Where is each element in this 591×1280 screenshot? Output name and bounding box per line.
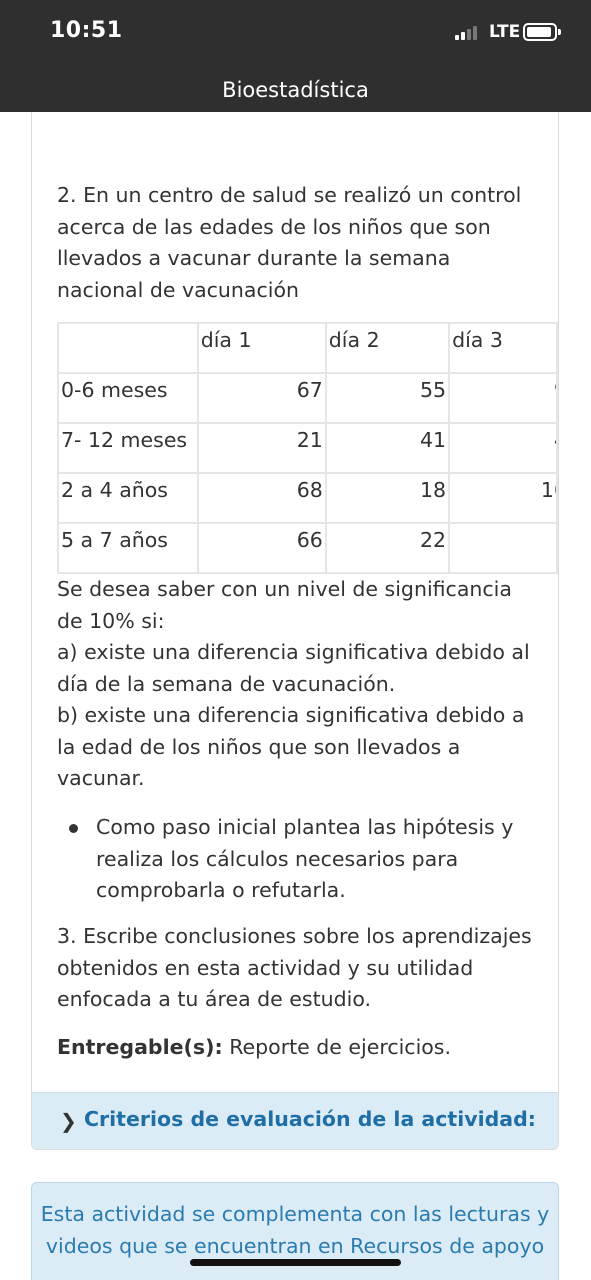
cellular-signal-icon: [455, 24, 483, 40]
table-cell: 55: [324, 372, 451, 424]
vaccination-table: día 1 día 2 día 3 0-6 meses 67 55 9 7- 1…: [57, 322, 558, 574]
part-b-text: b) existe una diferencia significativa d…: [57, 703, 525, 790]
chevron-right-icon: ❯: [60, 1109, 77, 1133]
criteria-label: Criterios de evaluación de la actividad:: [84, 1107, 537, 1131]
table-header-row: día 1 día 2 día 3: [57, 322, 558, 374]
table-cell: 68: [196, 472, 327, 524]
table-header-cell: día 1: [196, 322, 327, 374]
question-2-text: 2. En un centro de salud se realizó un c…: [57, 183, 522, 302]
battery-icon: [523, 23, 561, 41]
table-cell: 2 a 4 años: [57, 472, 199, 524]
status-time: 10:51: [50, 18, 123, 43]
table-cell-value: 9: [554, 378, 555, 402]
table-cell: 4: [448, 422, 558, 474]
status-bar: 10:51 LTE: [0, 0, 591, 64]
table-cell: [448, 522, 558, 574]
table-cell: 22: [324, 522, 451, 574]
bullet-text: Como paso inicial plantea las hipótesis …: [96, 815, 514, 902]
table-row: 5 a 7 años 66 22: [57, 522, 558, 574]
table-cell: 0-6 meses: [57, 372, 199, 424]
table-header-cell: [57, 322, 199, 374]
home-indicator[interactable]: [190, 1259, 401, 1266]
table-cell: 7- 12 meses: [57, 422, 199, 474]
network-type: LTE: [489, 22, 521, 42]
part-a-text: a) existe una diferencia significativa d…: [57, 640, 530, 696]
table-cell-value: 10: [540, 478, 555, 502]
table-header-cell: día 3: [448, 322, 558, 374]
activity-card: 2. En un centro de salud se realizó un c…: [31, 112, 559, 1150]
table-cell: 10: [448, 472, 558, 524]
significance-intro: Se desea saber con un nivel de significa…: [57, 577, 512, 633]
info-box-text: Esta actividad se complementa con las le…: [40, 1202, 550, 1258]
table-row: 7- 12 meses 21 41 4: [57, 422, 558, 474]
criteria-accordion-toggle[interactable]: ❯ Criterios de evaluación de la activida…: [32, 1092, 558, 1149]
question-3-text: 3. Escribe conclusiones sobre los aprend…: [57, 924, 532, 1011]
table-row: 2 a 4 años 68 18 10: [57, 472, 558, 524]
page-title: Bioestadística: [222, 78, 369, 102]
table-cell: 66: [196, 522, 327, 574]
table-cell-value: 4: [554, 428, 555, 452]
app-header: Bioestadística: [0, 64, 591, 112]
table-cell: 9: [448, 372, 558, 424]
table-header-cell: día 2: [324, 322, 451, 374]
deliverable-value: Reporte de ejercicios.: [229, 1035, 451, 1059]
list-item: Como paso inicial plantea las hipótesis …: [57, 812, 537, 907]
table-cell: 41: [324, 422, 451, 474]
table-cell: 67: [196, 372, 327, 424]
question-2-instructions: Se desea saber con un nivel de significa…: [57, 574, 537, 795]
table-cell: 5 a 7 años: [57, 522, 199, 574]
deliverable-label: Entregable(s):: [57, 1035, 223, 1059]
deliverable: Entregable(s): Reporte de ejercicios.: [57, 1032, 537, 1064]
bullet-icon: [69, 824, 78, 833]
table-row: 0-6 meses 67 55 9: [57, 372, 558, 424]
table-cell: 18: [324, 472, 451, 524]
table-cell: 21: [196, 422, 327, 474]
